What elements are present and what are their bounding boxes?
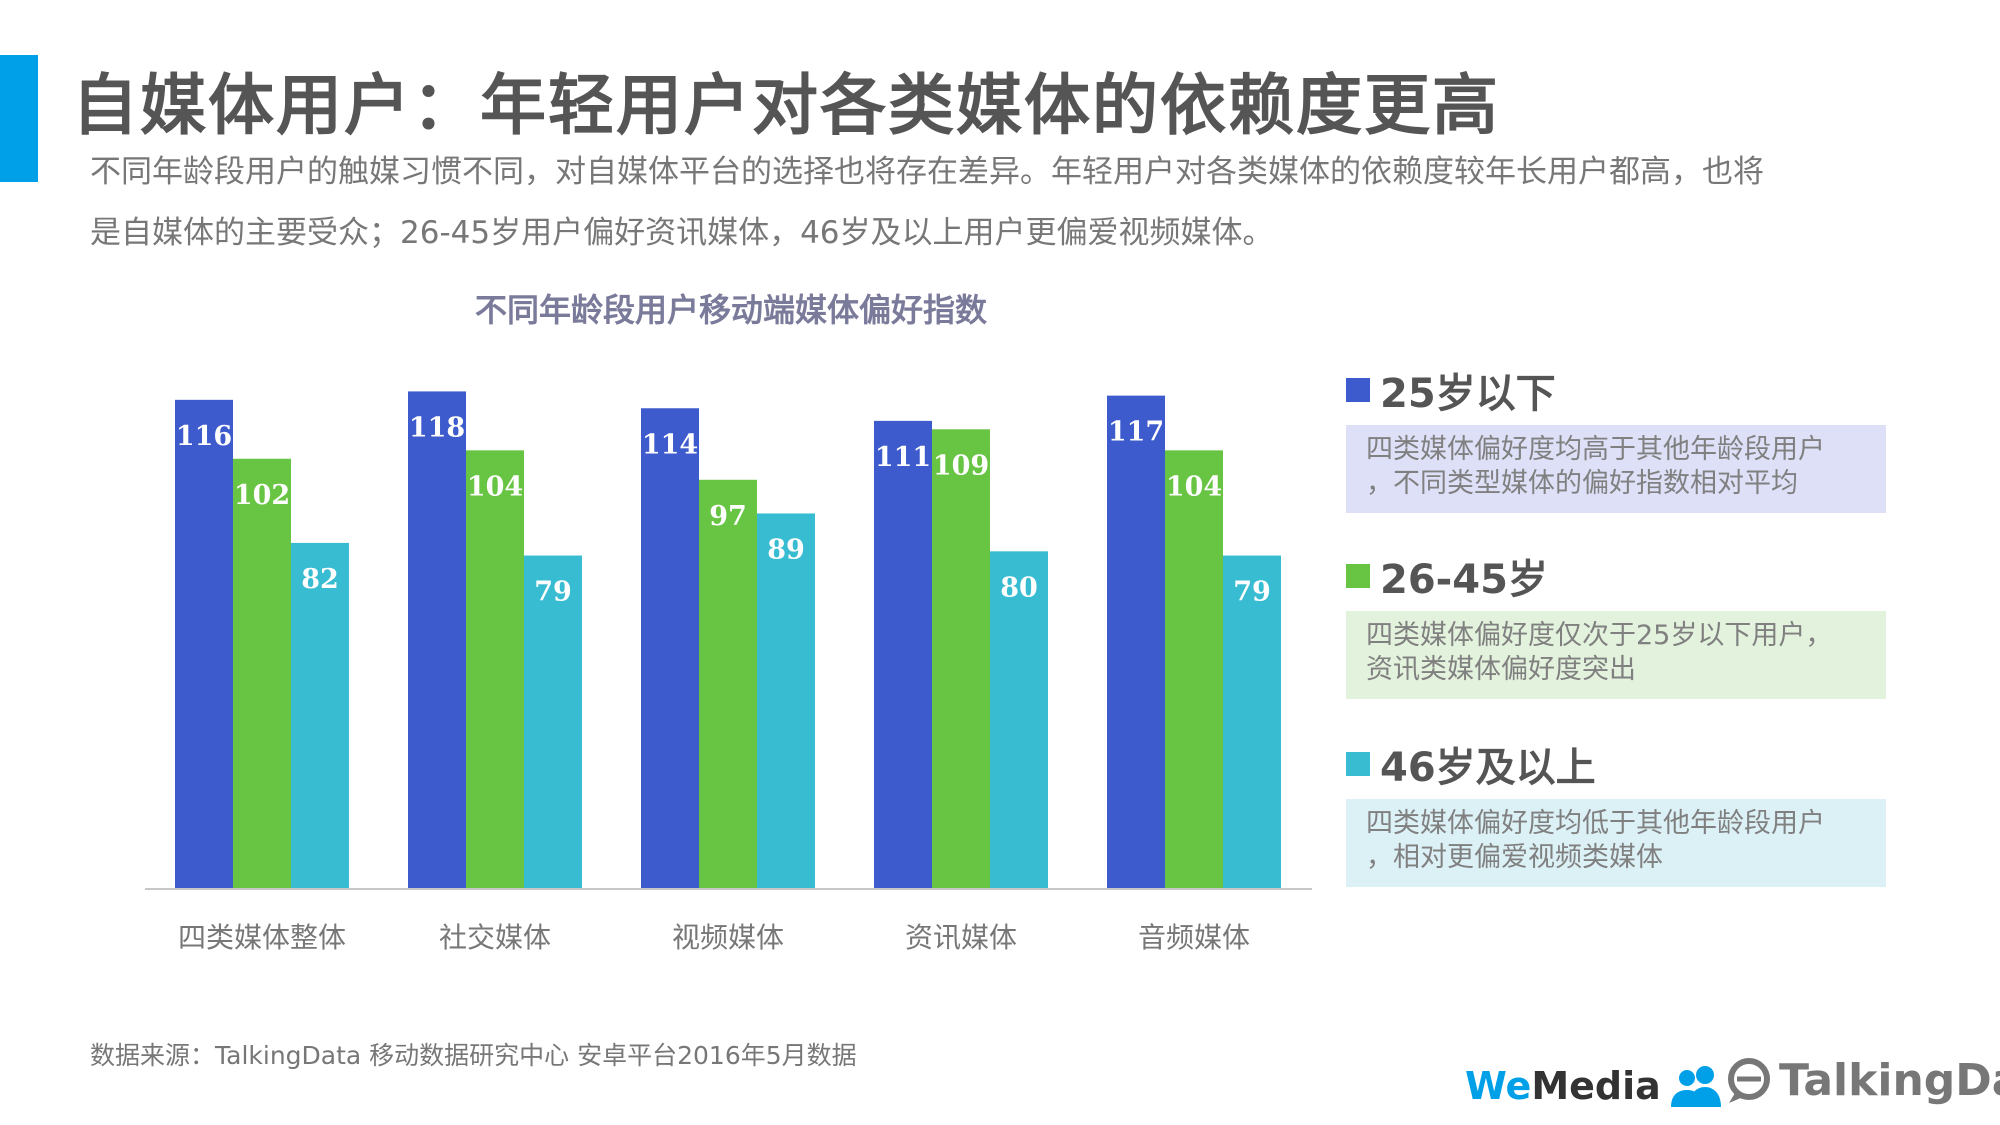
legend-note-line-1: 四类媒体偏好度均低于其他年龄段用户 bbox=[1366, 808, 1825, 839]
wemedia-logo-media: Media bbox=[1531, 1064, 1661, 1108]
bar bbox=[1107, 395, 1165, 888]
legend-swatch bbox=[1346, 564, 1370, 588]
data-label: 89 bbox=[767, 534, 805, 565]
bar bbox=[699, 479, 757, 888]
page-title: 自媒体用户：年轻用户对各类媒体的依赖度更高 bbox=[72, 67, 1500, 144]
legend-label: 46岁及以上 bbox=[1380, 745, 1596, 791]
data-label: 102 bbox=[234, 480, 290, 511]
legend-item-26-45: 26-45岁 四类媒体偏好度仅次于25岁以下用户， 资讯类媒体偏好度突出 bbox=[1346, 551, 1886, 699]
legend-swatch bbox=[1346, 378, 1370, 402]
chart-title: 不同年龄段用户移动端媒体偏好指数 bbox=[475, 291, 988, 329]
data-label: 116 bbox=[176, 421, 232, 452]
category-label: 视频媒体 bbox=[672, 921, 784, 954]
legend-note: 四类媒体偏好度仅次于25岁以下用户， 资讯类媒体偏好度突出 bbox=[1346, 611, 1886, 699]
bar bbox=[466, 450, 524, 888]
data-label: 82 bbox=[301, 564, 339, 595]
data-label: 118 bbox=[409, 412, 465, 443]
description-line-1: 不同年龄段用户的触媒习惯不同，对自媒体平台的选择也将存在差异。年轻用户对各类媒体… bbox=[90, 154, 1764, 190]
legend-item-46-plus: 46岁及以上 四类媒体偏好度均低于其他年龄段用户 ，相对更偏爱视频类媒体 bbox=[1346, 739, 1886, 887]
legend-note-line-1: 四类媒体偏好度仅次于25岁以下用户， bbox=[1366, 620, 1833, 651]
legend-head: 46岁及以上 bbox=[1346, 739, 1886, 791]
data-source: 数据来源：TalkingData 移动数据研究中心 安卓平台2016年5月数据 bbox=[90, 1041, 857, 1070]
talkingdata-logo: TalkingData bbox=[1725, 1055, 2000, 1106]
data-label: 80 bbox=[1000, 572, 1038, 603]
bar bbox=[524, 555, 582, 888]
chat-bubble-icon bbox=[1728, 1057, 1770, 1103]
legend-label: 26-45岁 bbox=[1380, 557, 1548, 603]
description-line-2: 是自媒体的主要受众；26-45岁用户偏好资讯媒体，46岁及以上用户更偏爱视频媒体… bbox=[90, 215, 1274, 251]
legend-note-line-2: ，相对更偏爱视频类媒体 bbox=[1366, 842, 1663, 873]
bar bbox=[757, 513, 815, 888]
wemedia-logo-we: We bbox=[1465, 1064, 1532, 1108]
legend-head: 26-45岁 bbox=[1346, 551, 1886, 603]
data-label: 79 bbox=[1233, 577, 1271, 608]
category-label: 资讯媒体 bbox=[905, 921, 1017, 954]
bar bbox=[291, 542, 349, 888]
bar bbox=[233, 458, 291, 888]
bar bbox=[175, 399, 233, 888]
people-icon bbox=[1670, 1066, 1721, 1107]
title-accent-bar bbox=[0, 55, 38, 182]
bar bbox=[641, 408, 699, 888]
legend-swatch bbox=[1346, 752, 1370, 776]
category-label: 社交媒体 bbox=[439, 921, 551, 954]
legend-item-under-25: 25岁以下 四类媒体偏好度均高于其他年龄段用户 ，不同类型媒体的偏好指数相对平均 bbox=[1346, 365, 1886, 513]
legend-note-line-2: ，不同类型媒体的偏好指数相对平均 bbox=[1366, 468, 1798, 499]
bar bbox=[990, 551, 1048, 888]
bar bbox=[1223, 555, 1281, 888]
data-label: 114 bbox=[642, 429, 698, 460]
legend-note-line-2: 资讯类媒体偏好度突出 bbox=[1366, 654, 1636, 685]
data-label: 109 bbox=[933, 450, 989, 481]
wemedia-logo: We Media bbox=[1465, 1063, 1727, 1109]
legend-label: 25岁以下 bbox=[1380, 371, 1556, 417]
data-label: 104 bbox=[467, 471, 523, 502]
bar bbox=[874, 420, 932, 888]
data-label: 79 bbox=[534, 577, 572, 608]
bar bbox=[932, 429, 990, 888]
legend-note-line-1: 四类媒体偏好度均高于其他年龄段用户 bbox=[1366, 434, 1825, 465]
data-label: 111 bbox=[875, 442, 931, 473]
bar bbox=[408, 391, 466, 888]
category-label: 音频媒体 bbox=[1138, 921, 1250, 954]
legend-note: 四类媒体偏好度均低于其他年龄段用户 ，相对更偏爱视频类媒体 bbox=[1346, 799, 1886, 887]
page-description: 不同年龄段用户的触媒习惯不同，对自媒体平台的选择也将存在差异。年轻用户对各类媒体… bbox=[90, 142, 1930, 264]
data-label: 97 bbox=[709, 501, 747, 532]
data-label: 117 bbox=[1108, 417, 1164, 448]
bar bbox=[1165, 450, 1223, 888]
legend-head: 25岁以下 bbox=[1346, 365, 1886, 417]
data-label: 104 bbox=[1166, 471, 1222, 502]
talkingdata-logo-text: TalkingData bbox=[1779, 1055, 2000, 1106]
category-label: 四类媒体整体 bbox=[178, 921, 346, 954]
legend-note: 四类媒体偏好度均高于其他年龄段用户 ，不同类型媒体的偏好指数相对平均 bbox=[1346, 425, 1886, 513]
